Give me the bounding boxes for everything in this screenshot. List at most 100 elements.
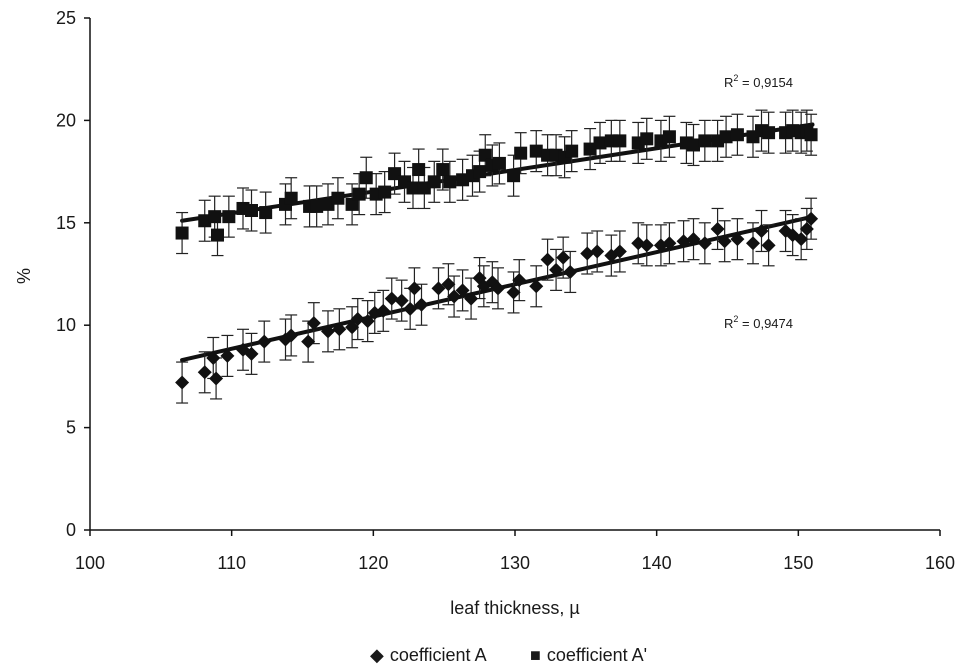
data-point-square [222, 210, 236, 224]
data-point-square [640, 132, 654, 146]
data-point-square [284, 191, 298, 205]
r2-sup: 2 [733, 314, 738, 324]
data-point-square [443, 175, 457, 189]
data-point-diamond [580, 246, 595, 261]
data-point-diamond [662, 236, 677, 251]
data-point-square [719, 130, 733, 144]
r2-value: = 0,9154 [738, 75, 793, 90]
data-point-diamond [746, 236, 760, 251]
data-point-diamond [710, 221, 725, 236]
data-point-square [613, 134, 627, 148]
data-point-square [345, 197, 359, 211]
data-point-diamond [799, 221, 814, 236]
data-point-diamond [376, 303, 391, 318]
legend-item-coefficient-a: ◆ coefficient A [370, 645, 487, 665]
r2-label-coefficient-a-prime: R2 = 0,9154 [724, 73, 793, 90]
data-point-square [762, 126, 776, 140]
data-point-diamond [175, 375, 190, 390]
data-point-square [245, 204, 258, 218]
data-point-diamond [306, 316, 321, 331]
data-point-diamond [512, 273, 527, 288]
x-tick-label: 160 [925, 553, 955, 573]
data-point-diamond [431, 281, 446, 296]
data-point-square [662, 130, 676, 144]
square-icon: ■ [530, 645, 541, 665]
data-point-square [259, 206, 273, 220]
x-tick-label: 100 [75, 553, 105, 573]
data-point-diamond [407, 281, 422, 296]
y-tick-label: 25 [56, 8, 76, 28]
data-point-diamond [360, 314, 375, 329]
x-tick-label: 120 [358, 553, 388, 573]
data-point-square [565, 144, 579, 158]
y-axis-title: % [14, 268, 34, 284]
data-point-square [208, 210, 222, 224]
data-point-diamond [394, 293, 409, 308]
data-point-square [427, 175, 441, 189]
data-point-diamond [464, 291, 479, 306]
data-point-diamond [563, 264, 578, 279]
data-point-square [321, 197, 335, 211]
data-point-square [198, 214, 212, 228]
data-point-square [310, 199, 324, 213]
data-point-diamond [556, 250, 571, 265]
data-point-diamond [794, 232, 809, 247]
data-point-diamond [804, 211, 819, 226]
y-tick-label: 15 [56, 213, 76, 233]
data-point-diamond [197, 365, 212, 380]
labels: leaf thickness, µ % R2 = 0,9154 R2 = 0,9… [14, 73, 793, 618]
data-points [175, 124, 819, 390]
x-tick-label: 150 [783, 553, 813, 573]
axes: 0 5 10 15 20 25 100 110 120 130 140 150 160 [56, 8, 955, 573]
x-tick-label: 140 [642, 553, 672, 573]
data-point-diamond [590, 244, 605, 259]
data-point-square [456, 173, 470, 187]
data-point-diamond [455, 283, 470, 298]
y-tick-label: 0 [66, 520, 76, 540]
data-point-diamond [506, 285, 521, 300]
y-tick-label: 10 [56, 315, 76, 335]
data-point-square [331, 191, 345, 205]
legend: ◆ coefficient A ■ coefficient A' [370, 645, 647, 665]
data-point-square [378, 185, 392, 199]
r2-sup: 2 [733, 73, 738, 83]
data-point-square [406, 181, 420, 195]
data-point-diamond [321, 324, 335, 339]
data-point-diamond [730, 232, 745, 247]
data-point-diamond [301, 334, 316, 349]
data-point-square [529, 144, 543, 158]
data-point-diamond [350, 312, 365, 327]
r2-label-coefficient-a: R2 = 0,9474 [724, 314, 793, 331]
data-point-square [514, 146, 528, 160]
data-point-diamond [384, 291, 399, 306]
legend-item-coefficient-a-prime: ■ coefficient A' [530, 645, 647, 665]
y-tick-label: 5 [66, 418, 76, 438]
data-point-square [417, 181, 431, 195]
data-point-diamond [284, 328, 299, 343]
data-point-diamond [332, 322, 347, 337]
data-point-diamond [244, 346, 259, 361]
data-point-diamond [447, 289, 462, 304]
x-axis-title: leaf thickness, µ [450, 598, 579, 618]
data-point-diamond [549, 262, 564, 277]
data-point-diamond [441, 277, 456, 292]
data-point-diamond [209, 371, 224, 386]
data-point-diamond [220, 348, 235, 363]
data-point-square [412, 163, 426, 177]
legend-label: coefficient A [390, 645, 487, 665]
data-point-diamond [697, 236, 712, 251]
legend-label: coefficient A' [547, 645, 647, 665]
data-point-diamond [491, 281, 505, 296]
data-point-square [507, 169, 521, 183]
data-point-square [388, 167, 402, 181]
data-point-diamond [612, 244, 627, 259]
r2-r: R [724, 316, 733, 331]
data-point-square [730, 128, 744, 142]
x-tick-label: 130 [500, 553, 530, 573]
data-point-square [583, 142, 597, 156]
data-point-diamond [414, 297, 429, 312]
data-point-diamond [540, 252, 555, 267]
data-point-square [436, 163, 450, 177]
